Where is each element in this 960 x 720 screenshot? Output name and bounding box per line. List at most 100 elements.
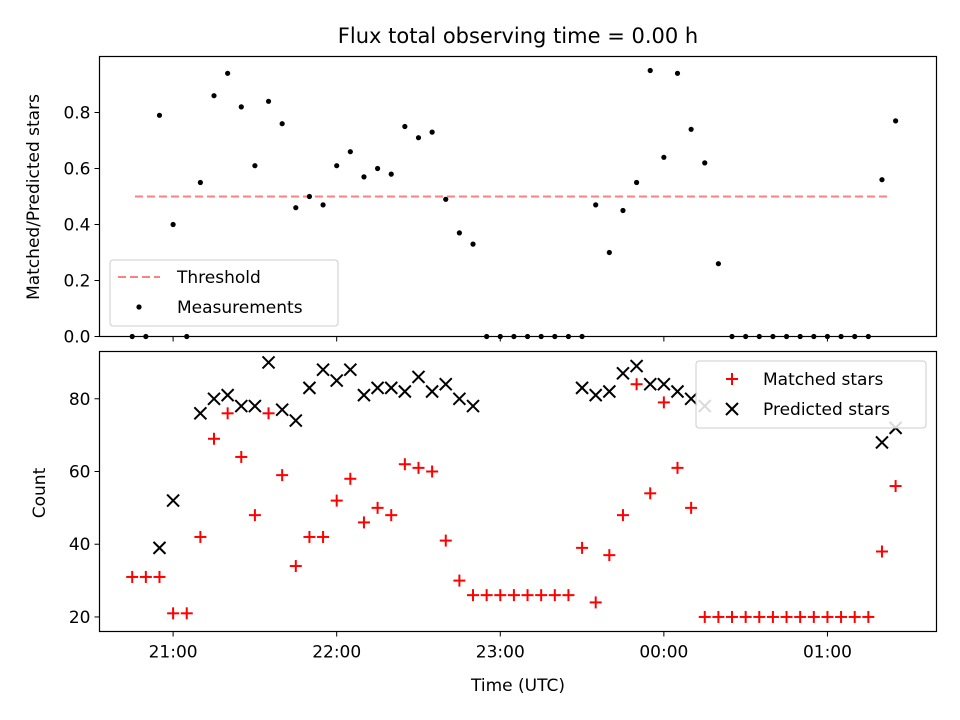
predicted-star-point [684,392,698,406]
measurement-point [361,174,367,180]
matched-star-point [262,407,275,420]
predicted-star-point [643,377,657,391]
measurement-point [456,230,462,236]
matched-star-point [426,465,439,478]
matched-star-point [726,610,739,623]
measurement-point [633,179,640,186]
measurement-point [688,126,694,132]
matched-star-point [521,589,534,602]
predicted-star-point [370,381,385,395]
predicted-star-point [152,541,167,555]
matched-star-point [289,560,302,573]
threshold-legend-label: Threshold [176,268,261,288]
predicted-star-point [261,355,276,370]
matched-star-point [603,549,616,562]
matched-star-point [139,570,152,583]
ratio-panel: 0.00.20.40.60.8 Matched/Predicted stars … [24,55,938,348]
predicted-star-point [670,384,685,399]
ratio-y-tick-label: 0.2 [63,272,90,292]
count-x-ticks: 21:00 22:00 23:00 00:00 01:00 [149,631,852,663]
ratio-x-ticks [172,336,828,342]
measurement-point [647,67,653,74]
predicted-star-point [275,402,289,417]
count-x-tick-label: 01:00 [803,643,852,663]
ratio-y-tick-label: 0.0 [63,328,90,348]
matched-star-point [576,541,589,554]
predicted-star-point [657,377,671,391]
matched-star-point [535,589,548,602]
measurement-point [170,221,176,228]
matched-star-point [180,607,193,620]
matched-star-point [357,516,370,529]
predicted-star-point [875,435,889,450]
measurement-point [265,98,272,104]
measurement-point [893,118,899,124]
count-y-ticks: 20 40 60 80 [69,390,100,628]
measurements-legend-swatch [136,304,142,310]
count-panel-frame [98,350,938,633]
predicted-star-point [166,493,180,508]
matched-star-point [685,501,698,514]
measurement-point [320,202,326,208]
matched-star-point [248,509,261,522]
count-y-tick-label: 40 [69,535,91,555]
measurement-point [306,193,313,200]
matched-star-point [644,487,657,500]
measurement-point [238,104,244,110]
matched-star-point [562,589,575,602]
matched-star-point [385,509,398,522]
matched-star-point [780,610,793,623]
measurement-point [715,261,721,267]
predicted-legend-swatch [725,402,739,416]
measurement-point [334,163,340,169]
matched-star-point [875,545,888,558]
matched-star-point [167,607,180,620]
matched-star-point [753,610,766,623]
predicted-star-point [411,370,426,384]
predicted-star-point [329,373,344,388]
measurement-point [252,163,258,169]
count-x-tick-label: 00:00 [639,643,688,663]
predicted-star-point [248,399,262,413]
predicted-star-point [602,384,617,399]
predicted-star-point [234,399,248,413]
matched-star-point [235,450,248,463]
predicted-star-point [398,384,412,399]
count-y-tick-label: 60 [69,463,91,483]
matched-star-point [371,501,384,514]
matched-star-point [439,534,452,547]
predicted-star-point [466,399,480,413]
count-panel: 20 40 60 80 21:00 22:00 23:00 00:00 01:00 Count… [30,350,938,696]
predicted-star-point [302,381,317,395]
predicted-star-point [439,377,453,391]
ratio-y-axis-label: Matched/Predicted stars [24,94,44,300]
ratio-y-ticks: 0.0 0.2 0.4 0.6 0.8 [63,104,100,348]
measurement-point [879,177,885,183]
matched-star-point [398,458,411,471]
matched-star-point [330,494,343,507]
matched-star-point [208,432,221,445]
measurement-point [661,154,667,160]
ratio-panel-frame [98,55,938,338]
ratio-legend: Threshold Measurements [109,259,339,327]
ratio-y-tick-label: 0.8 [63,104,90,124]
figure-title: Flux total observing time = 0.00 h [338,24,698,48]
predicted-star-point [629,359,644,373]
predicted-star-point [575,381,589,395]
matched-star-point [835,610,848,623]
measurement-point [620,207,626,214]
predicted-star-point [452,392,467,406]
measurement-point [279,121,285,127]
count-x-tick-label: 22:00 [312,643,361,663]
measurement-point [293,205,299,211]
count-y-tick-label: 20 [69,608,91,628]
predicted-star-point [384,381,398,395]
matched-star-point [317,530,330,543]
matched-legend-swatch [726,373,738,385]
matched-star-point [480,589,493,602]
predicted-star-point [616,366,630,381]
measurement-point [211,93,217,99]
measurement-point [429,129,435,135]
